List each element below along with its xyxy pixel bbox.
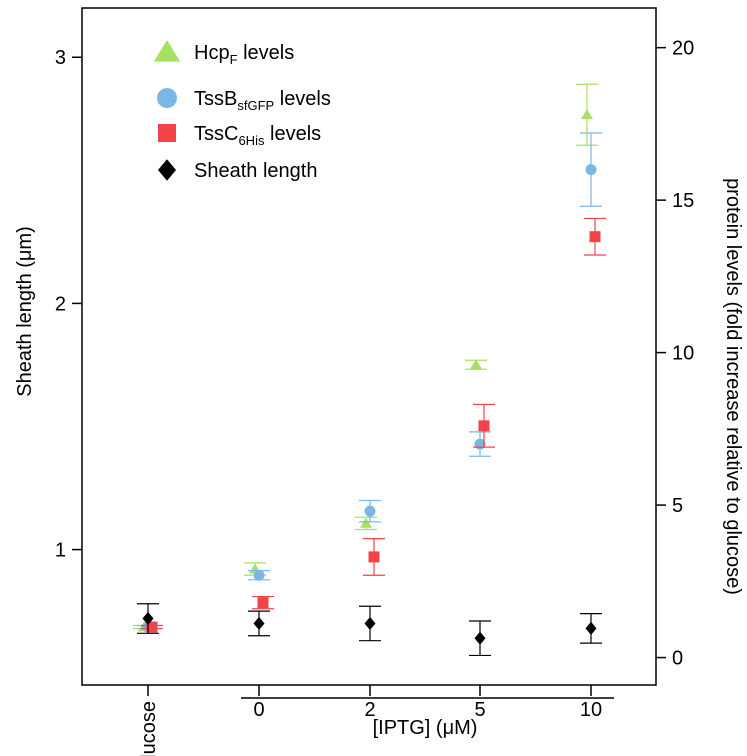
- circle-marker: [585, 164, 597, 176]
- legend-entry: HcpF levels: [153, 40, 294, 67]
- circle-marker: [364, 505, 376, 517]
- left-tick-label: 3: [55, 47, 66, 69]
- circle-marker: [157, 88, 177, 108]
- plot-border: [81, 7, 657, 686]
- diamond-marker: [364, 616, 376, 631]
- diamond-marker: [585, 621, 597, 635]
- legend-label-suffix: levels: [274, 88, 331, 110]
- right-tick-label: 10: [672, 343, 694, 365]
- triangle-marker: [580, 109, 594, 120]
- series-square: [141, 217, 606, 633]
- data-points: [133, 83, 606, 657]
- right-tick-label: 5: [672, 495, 683, 517]
- legend-label-suffix: levels: [264, 123, 321, 145]
- legend-label: HcpF levels: [194, 42, 294, 67]
- circle-marker: [253, 569, 265, 581]
- right-tick-label: 20: [672, 38, 694, 60]
- square-marker: [478, 420, 490, 432]
- right-axis: 0 5 10 15 20 protein levels (fold increase re…: [656, 38, 744, 670]
- left-axis: 1 2 3 Sheath length (μm): [14, 47, 82, 562]
- legend-label-base: TssB: [194, 88, 237, 110]
- legend-label-suffix: levels: [238, 42, 295, 64]
- legend-label-subscript: F: [230, 52, 238, 67]
- diamond-marker: [253, 616, 265, 631]
- x-tick-label: 0: [253, 699, 264, 721]
- plot-frame: [81, 7, 657, 686]
- legend-label-subscript: sfGFP: [237, 98, 274, 113]
- legend-label-subscript: 6His: [238, 133, 265, 148]
- legend-label-base: TssC: [194, 123, 238, 145]
- legend-label: Sheath length: [194, 160, 317, 182]
- legend-entry: Sheath length: [158, 159, 317, 182]
- left-tick-label: 1: [55, 540, 66, 562]
- x-axis: glucose 0 2 5 10 [IPTG] (μM): [138, 685, 614, 756]
- x-tick-label: 10: [580, 699, 602, 721]
- series-diamond: [137, 603, 602, 657]
- right-tick-label: 0: [672, 648, 683, 670]
- legend-label-base: Hcp: [194, 42, 230, 64]
- x-tick-label: glucose: [138, 701, 160, 756]
- square-marker: [257, 597, 269, 609]
- square-marker: [589, 231, 601, 243]
- triangle-marker: [469, 359, 483, 370]
- diamond-marker: [158, 159, 176, 181]
- right-tick-label: 15: [672, 190, 694, 212]
- legend-entry: TssC6His levels: [158, 123, 321, 148]
- legend-label: TssC6His levels: [194, 123, 321, 148]
- triangle-marker: [153, 40, 181, 62]
- legend-label: TssBsfGFP levels: [194, 88, 331, 113]
- diamond-marker: [474, 631, 486, 645]
- square-marker: [146, 621, 158, 633]
- right-axis-label: protein levels (fold increase relative t…: [722, 178, 744, 595]
- diamond-marker: [142, 611, 154, 626]
- legend-entry: TssBsfGFP levels: [157, 88, 331, 113]
- x-tick-label: 2: [364, 699, 375, 721]
- left-axis-label: Sheath length (μm): [14, 226, 36, 397]
- legend-label-base: Sheath length: [194, 160, 317, 182]
- x-group-label: [IPTG] (μM): [373, 717, 478, 739]
- square-marker: [158, 124, 176, 142]
- x-tick-label: 5: [474, 699, 485, 721]
- triangle-marker: [359, 517, 373, 528]
- square-marker: [368, 551, 380, 563]
- left-tick-label: 2: [55, 293, 66, 315]
